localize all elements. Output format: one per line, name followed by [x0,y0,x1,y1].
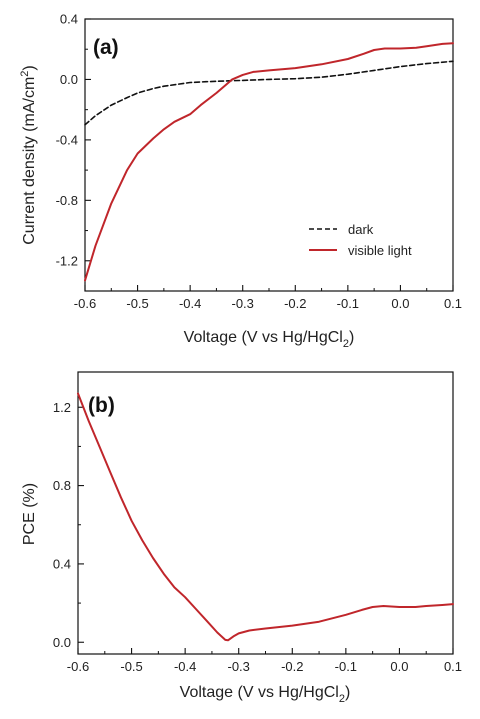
y-tick-label: 0.0 [60,72,78,87]
panel-a-ticks: -0.6 -0.5 -0.4 -0.3 -0.2 -0.1 0.0 0.1 -1.2 -0.8 -0… [56,12,462,312]
x-tick-label: -0.5 [120,659,142,674]
y-tick-label: 0.0 [53,635,71,650]
panel-b-x-axis-label: Voltage (V vs Hg/HgCl2) [180,684,351,705]
y-tick-label: 0.8 [53,478,71,493]
panel-b-plot-frame [77,371,454,655]
panel-a-y-axis-label: Current density (mA/cm2) [19,65,38,245]
x-tick-label: 0.0 [391,296,409,311]
dark-series-line [84,60,454,126]
panel-b-ticks: -0.6 -0.5 -0.4 -0.3 -0.2 -0.1 0.0 0.1 0.0 0.4 0.8 1… [53,400,462,674]
panel-b-label: (b) [88,394,115,417]
pce-series-line [77,392,454,642]
x-tick-label: 0.0 [390,659,408,674]
y-tick-label: 0.4 [60,12,78,27]
x-tick-label: -0.6 [67,659,89,674]
x-tick-label: 0.1 [444,659,462,674]
legend-dark-label: dark [348,222,374,237]
panel-b-chart: -0.6 -0.5 -0.4 -0.3 -0.2 -0.1 0.0 0.1 0.0 0.4 0.8 1… [21,371,462,705]
x-tick-label: 0.1 [444,296,462,311]
y-tick-label: -1.2 [56,253,78,268]
x-tick-label: -0.6 [74,296,96,311]
x-tick-label: -0.4 [174,659,196,674]
panel-a-legend: dark visible light [309,222,412,258]
x-tick-label: -0.5 [126,296,148,311]
x-tick-label: -0.3 [232,296,254,311]
panel-b-y-axis-label: PCE (%) [21,483,38,545]
panel-a-label: (a) [93,36,119,59]
x-tick-label: -0.2 [284,296,306,311]
x-tick-label: -0.2 [281,659,303,674]
visible-light-series-line [84,42,454,282]
x-tick-label: -0.1 [337,296,359,311]
x-tick-label: -0.3 [228,659,250,674]
panel-b-series [77,392,454,642]
panel-a-x-axis-label: Voltage (V vs Hg/HgCl2) [184,329,355,350]
legend-visible-light-label: visible light [348,243,412,258]
y-tick-label: 1.2 [53,400,71,415]
x-tick-label: -0.4 [179,296,201,311]
y-tick-label: -0.8 [56,193,78,208]
y-tick-label: -0.4 [56,132,78,147]
panel-a-chart: -0.6 -0.5 -0.4 -0.3 -0.2 -0.1 0.0 0.1 -1.2 -0.8 -0… [19,12,462,351]
x-tick-label: -0.1 [335,659,357,674]
panel-a-series [84,42,454,282]
y-tick-label: 0.4 [53,556,71,571]
